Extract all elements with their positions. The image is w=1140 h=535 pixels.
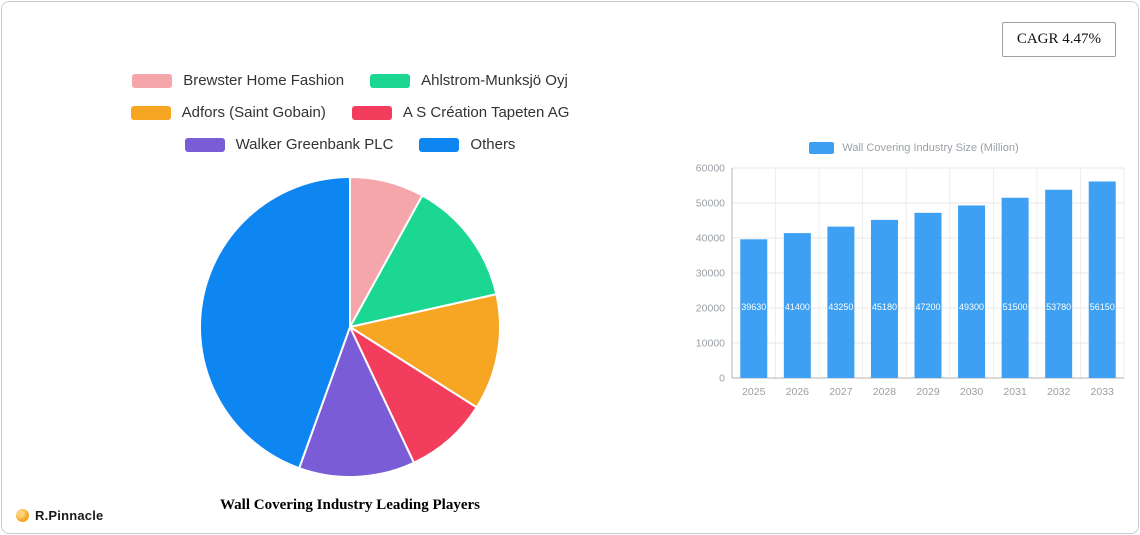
pie-legend-item-brewster-home-fashion[interactable]: Brewster Home Fashion — [132, 72, 344, 89]
cagr-badge: CAGR 4.47% — [1001, 22, 1116, 57]
legend-swatch — [184, 137, 225, 152]
cagr-label: CAGR 4.47% — [1016, 31, 1101, 47]
x-tick-label: 2027 — [829, 386, 853, 398]
legend-swatch — [130, 105, 171, 120]
pie-legend-item-walker-greenbank-plc[interactable]: Walker Greenbank PLC — [184, 136, 394, 153]
pie-slice-walker-greenbank-plc[interactable] — [298, 326, 415, 478]
bar-value-label: 39630 — [741, 302, 766, 312]
x-tick-label: 2033 — [1091, 386, 1115, 398]
legend-label: Brewster Home Fashion — [183, 72, 345, 89]
bar-2033[interactable] — [1088, 181, 1116, 378]
bar-2031[interactable] — [1001, 197, 1029, 378]
pie-slice-adfors-saint-gobain[interactable] — [349, 293, 501, 409]
y-tick-label: 0 — [719, 373, 725, 385]
bar-value-label: 43250 — [828, 302, 853, 312]
pie-chart — [199, 176, 501, 478]
pie-chart-panel: Brewster Home Fashion Ahlstrom-Munksjö Oy… — [40, 72, 660, 514]
pie-legend-item-ahlstrom-munksj-oyj[interactable]: Ahlstrom-Munksjö Oyj — [370, 72, 568, 89]
x-tick-label: 2029 — [916, 386, 940, 398]
y-tick-label: 60000 — [696, 163, 725, 175]
y-tick-label: 40000 — [696, 233, 725, 245]
bar-value-label: 47200 — [915, 302, 940, 312]
legend-label: A S Création Tapeten AG — [402, 104, 570, 121]
legend-label: Adfors (Saint Gobain) — [181, 104, 326, 121]
bar-2025[interactable] — [740, 239, 768, 378]
bar-value-label: 45180 — [872, 302, 897, 312]
pie-slice-a-s-cr-ation-tapeten-ag[interactable] — [349, 326, 478, 464]
bar-chart: 0 10000 20000 30000 40000 50000 60000 39630 2025… — [696, 163, 1125, 398]
x-tick-label: 2028 — [873, 386, 897, 398]
y-tick-label: 10000 — [696, 338, 725, 350]
pie-slice-others[interactable] — [199, 176, 351, 470]
bar-value-label: 49300 — [959, 302, 984, 312]
bar-legend-swatch — [809, 142, 835, 154]
legend-label: Others — [470, 136, 516, 153]
pinnacle-logo-icon — [16, 509, 29, 522]
y-tick-label: 30000 — [696, 268, 725, 280]
bar-legend[interactable]: Wall Covering Industry Size (Million) — [690, 142, 1138, 154]
pie-legend-item-adfors-saint-gobain[interactable]: Adfors (Saint Gobain) — [130, 104, 326, 121]
bar-2032[interactable] — [1045, 189, 1073, 378]
bar-value-label: 53780 — [1046, 302, 1071, 312]
y-tick-label: 50000 — [696, 198, 725, 210]
legend-label: Ahlstrom-Munksjö Oyj — [421, 72, 568, 89]
bar-legend-label: Wall Covering Industry Size (Million) — [842, 142, 1019, 154]
bar-value-label: 41400 — [785, 302, 810, 312]
legend-swatch — [419, 137, 460, 152]
legend-label: Walker Greenbank PLC — [235, 136, 394, 153]
branding-name: R.Pinnacle — [35, 508, 104, 523]
legend-swatch — [370, 73, 411, 88]
bar-2027[interactable] — [827, 226, 855, 378]
x-tick-label: 2030 — [960, 386, 984, 398]
legend-swatch — [351, 105, 392, 120]
pie-chart-title: Wall Covering Industry Leading Players — [219, 497, 481, 513]
bar-2030[interactable] — [958, 205, 986, 378]
x-tick-label: 2031 — [1003, 386, 1027, 398]
bar-value-label: 51500 — [1003, 302, 1028, 312]
x-tick-label: 2025 — [742, 386, 766, 398]
pie-slice-ahlstrom-munksj-oyj[interactable] — [349, 194, 498, 328]
bar-2029[interactable] — [914, 212, 942, 378]
bar-2028[interactable] — [870, 219, 898, 378]
bar-chart-panel: Wall Covering Industry Size (Million) 0 1… — [690, 142, 1138, 413]
y-tick-label: 20000 — [696, 303, 725, 315]
bar-value-label: 56150 — [1090, 302, 1115, 312]
legend-swatch — [132, 73, 173, 88]
bar-2026[interactable] — [783, 233, 811, 378]
branding: R.Pinnacle — [16, 508, 103, 523]
x-tick-label: 2032 — [1047, 386, 1071, 398]
pie-legend: Brewster Home Fashion Ahlstrom-Munksjö Oy… — [90, 72, 610, 153]
pie-legend-item-others[interactable]: Others — [419, 136, 515, 153]
x-tick-label: 2026 — [786, 386, 810, 398]
pie-legend-item-a-s-cr-ation-tapeten-ag[interactable]: A S Création Tapeten AG — [351, 104, 570, 121]
